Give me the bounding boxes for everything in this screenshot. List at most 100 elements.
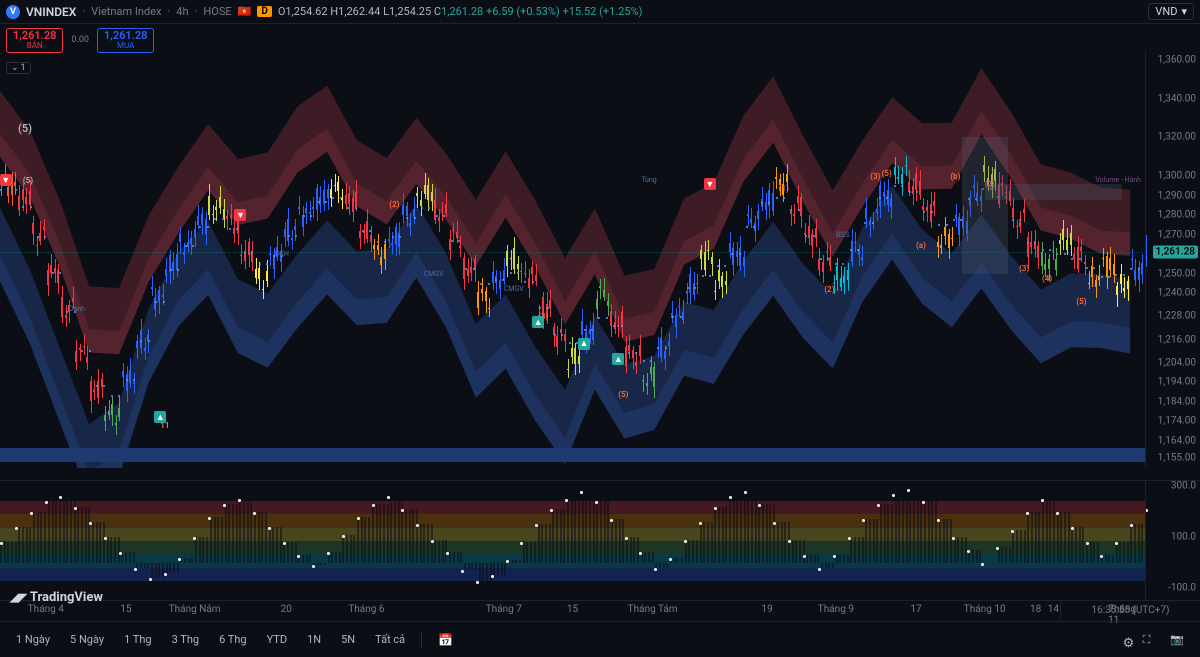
osc-bar [70,496,72,562]
x-tick: 19 [762,604,773,615]
chevron-down-icon: ▾ [1181,5,1187,18]
ma-dot [1093,267,1095,269]
osc-bar [917,489,919,563]
osc-bar [287,542,289,562]
osc-bar [184,558,186,563]
osc-bar [677,558,679,563]
osc-bar [40,512,42,563]
timeframe-button[interactable]: YTD [259,630,295,649]
ma-dot [229,228,231,230]
symbol-name[interactable]: VNINDEX [26,5,76,19]
currency-dropdown[interactable]: VND ▾ [1148,3,1194,20]
main-chart[interactable]: (5)11(2)(3)(5)(1)(2)(3)(5)(a)(b)(2)(3)(4… [0,50,1145,468]
osc-bar [15,542,17,562]
ma-dot [724,265,726,267]
osc-bar [552,509,554,563]
osc-bar [526,542,528,562]
osc-bar [644,552,646,562]
osc-bar [471,563,473,571]
buy-marker-icon: ▲ [578,338,590,350]
osc-bar [806,555,808,563]
osc-bar [66,496,68,562]
y-axis-main[interactable]: 1,155.001,164.001,174.001,184.001,194.00… [1145,50,1200,468]
osc-dot [208,517,211,520]
timeframe-button[interactable]: 5 Ngày [62,630,112,649]
osc-bar [140,563,142,568]
x-tick: Tháng Tám [628,604,678,615]
osc-bar [379,504,381,563]
osc-bar [33,512,35,563]
osc-bar [615,519,617,562]
timeframe-button[interactable]: 1 Thg [116,630,160,649]
osc-dot [818,568,821,571]
osc-bar [88,507,90,563]
ma-dot [458,240,460,242]
ma-dot [44,236,46,238]
interval-label[interactable]: 4h [176,5,188,18]
osc-bar [335,552,337,562]
osc-dot [431,540,434,543]
osc-bar [541,524,543,562]
osc-bar [442,540,444,563]
osc-bar [280,527,282,563]
ma-dot [1071,258,1073,260]
calendar-icon[interactable]: 📅 [430,630,461,650]
osc-bar [501,563,503,576]
y-axis-oscillator[interactable]: -100.0100.0300.0 [1145,480,1200,600]
osc-bar [758,504,760,563]
timeframe-button[interactable]: 1 Ngày [8,630,58,649]
osc-dot [238,499,241,502]
osc-bar [114,537,116,563]
timeframe-button[interactable]: 5N [333,630,363,649]
osc-bar [283,542,285,562]
oscillator-panel[interactable] [0,480,1145,600]
wave-label: (5) [618,390,628,399]
osc-dot [699,522,702,525]
ma-dot [1101,276,1103,278]
osc-bar [1049,499,1051,563]
timeframe-button[interactable]: 6 Thg [211,630,255,649]
symbol-icon[interactable]: V [6,5,20,19]
osc-bar [567,499,569,563]
osc-bar [475,563,477,571]
ma-dot [1042,249,1044,251]
osc-bar [902,494,904,563]
ma-dot [488,283,490,285]
osc-bar [633,537,635,563]
timeframe-button[interactable]: Tất cả [367,630,413,649]
volume-profile-box [962,137,1008,273]
volume-strip [0,448,1145,462]
ma-dot [362,230,364,232]
ma-dot [916,191,918,193]
snapshot-icon[interactable]: 📷 [1162,630,1192,649]
timeframe-button[interactable]: 1N [299,630,329,649]
ma-dot [524,281,526,283]
osc-bar [320,563,322,566]
ma-dot [909,191,911,193]
ma-dot [1086,267,1088,269]
osc-bar [847,555,849,563]
x-axis[interactable]: Tháng 415Tháng Năm20Tháng 6Tháng 715Thán… [0,600,1145,620]
timezone-display[interactable]: 16:35:55 (UTC+7) [1060,600,1200,620]
osc-bar [210,517,212,563]
osc-bar [324,563,326,566]
osc-bar [11,542,13,562]
osc-bar [195,537,197,563]
y-tick: 1,228.00 [1158,311,1196,322]
osc-dot [149,578,152,581]
y-tick: 1,174.00 [1158,416,1196,427]
fullscreen-icon[interactable]: ⛶ [1135,630,1159,650]
osc-bar [243,499,245,563]
osc-bar [291,542,293,562]
x-tick: Tháng 9 [818,604,854,615]
y-tick: 1,164.00 [1158,435,1196,446]
wave-label: (5) [882,169,892,178]
wave-label: (b) [950,172,960,181]
osc-bar [707,522,709,563]
y-tick: 1,155.00 [1158,453,1196,464]
osc-bar [1027,512,1029,563]
timeframe-button[interactable]: 3 Thg [164,630,208,649]
ma-dot [643,360,645,362]
y-tick: 1,300.00 [1158,171,1196,182]
gear-icon[interactable]: ⚙ [1115,633,1131,647]
